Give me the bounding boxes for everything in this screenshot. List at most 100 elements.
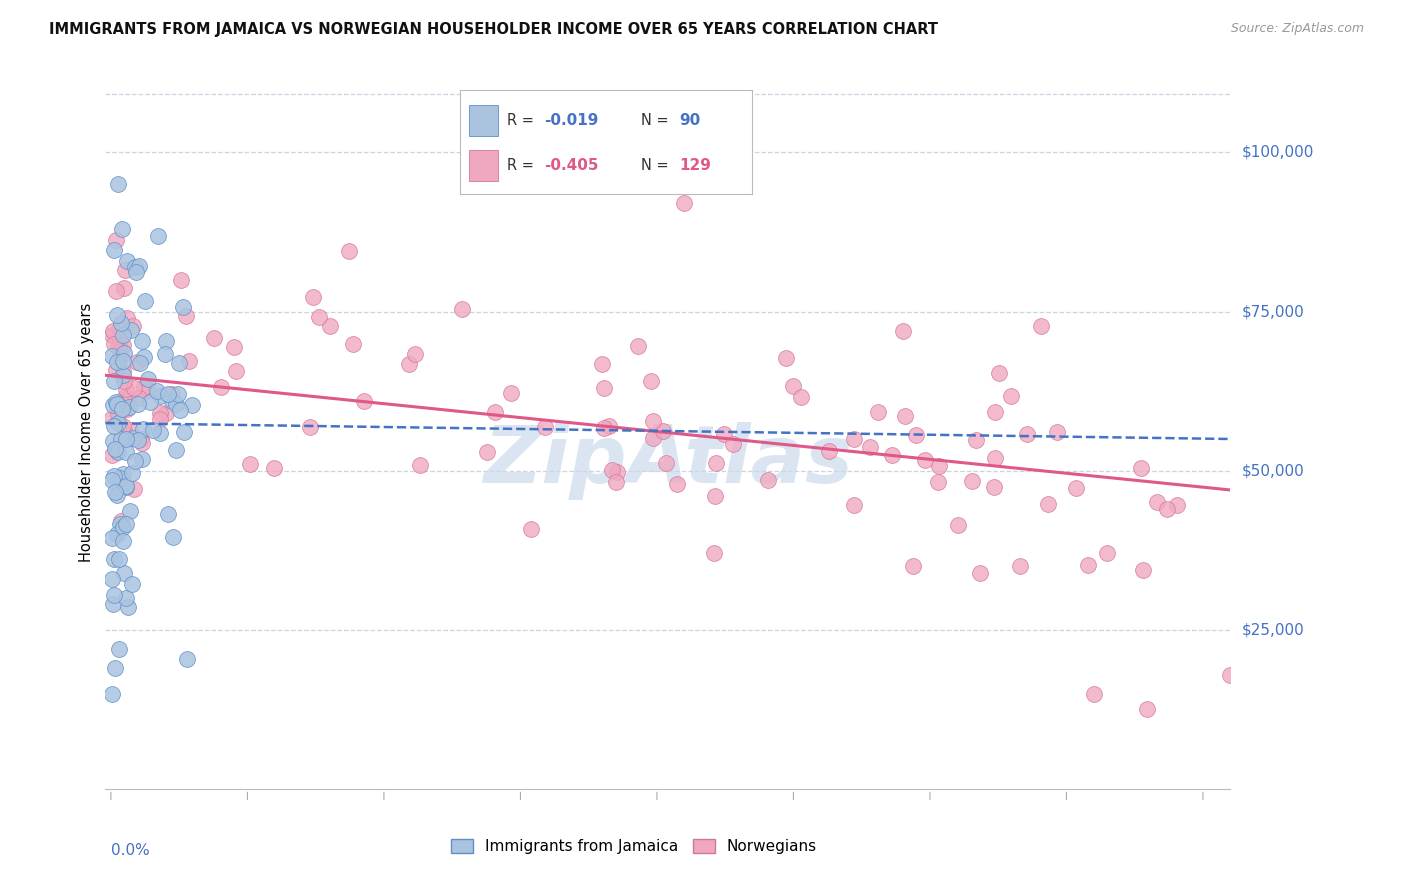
Point: [891, 324, 914, 338]
Point: [165, 397, 187, 411]
Point: [903, 559, 925, 574]
Point: [103, 374, 125, 388]
Point: [723, 437, 745, 451]
Point: [353, 393, 375, 408]
Point: [651, 425, 673, 439]
Point: [111, 221, 134, 235]
Point: [319, 318, 342, 333]
Point: [122, 381, 145, 395]
Point: [640, 374, 662, 388]
Point: [107, 407, 129, 421]
Point: [169, 273, 191, 287]
Point: [111, 354, 134, 368]
Point: [180, 398, 202, 412]
Point: [131, 334, 153, 348]
Point: [103, 588, 125, 602]
Point: [643, 413, 665, 427]
Point: [114, 425, 136, 440]
Point: [984, 450, 1007, 465]
Point: [103, 337, 125, 351]
Point: [114, 478, 136, 492]
Point: [139, 394, 162, 409]
Point: [703, 489, 725, 503]
Text: IMMIGRANTS FROM JAMAICA VS NORWEGIAN HOUSEHOLDER INCOME OVER 65 YEARS CORRELATIO: IMMIGRANTS FROM JAMAICA VS NORWEGIAN HOU…: [49, 22, 938, 37]
Point: [162, 530, 184, 544]
Text: $25,000: $25,000: [1241, 623, 1305, 638]
Point: [167, 387, 190, 401]
Point: [202, 331, 225, 345]
Point: [704, 457, 727, 471]
Point: [136, 384, 159, 398]
Point: [127, 354, 149, 368]
Point: [124, 453, 146, 467]
Point: [112, 281, 135, 295]
Point: [409, 458, 432, 472]
Point: [111, 364, 134, 378]
Point: [125, 265, 148, 279]
Point: [111, 520, 134, 534]
Point: [128, 260, 150, 274]
Point: [239, 457, 262, 471]
Point: [927, 475, 949, 490]
Point: [790, 390, 813, 404]
Point: [104, 363, 127, 377]
Point: [129, 432, 152, 446]
Point: [337, 244, 360, 258]
Point: [101, 411, 124, 425]
Point: [101, 687, 124, 701]
Point: [817, 444, 839, 458]
Point: [533, 420, 555, 434]
Point: [107, 551, 129, 566]
Point: [1045, 425, 1067, 439]
Point: [105, 284, 128, 298]
Point: [1129, 461, 1152, 475]
Point: [756, 473, 779, 487]
Point: [176, 652, 198, 666]
Point: [782, 379, 804, 393]
Point: [673, 196, 696, 211]
Point: [167, 355, 190, 369]
Point: [894, 409, 917, 423]
Point: [115, 480, 138, 494]
Point: [131, 452, 153, 467]
Point: [101, 448, 124, 462]
Point: [1166, 498, 1188, 512]
Point: [110, 350, 132, 364]
Point: [107, 339, 129, 353]
Point: [118, 423, 141, 437]
Point: [1077, 558, 1099, 573]
Point: [121, 576, 143, 591]
Point: [127, 397, 149, 411]
Point: [117, 600, 139, 615]
Point: [112, 534, 135, 549]
Point: [148, 229, 170, 244]
Point: [115, 444, 138, 458]
Point: [868, 405, 890, 419]
Point: [520, 522, 543, 536]
Point: [128, 391, 150, 405]
Point: [103, 469, 125, 483]
Point: [965, 433, 987, 447]
Point: [153, 346, 176, 360]
Point: [703, 546, 725, 560]
Point: [111, 401, 134, 416]
Point: [101, 398, 124, 412]
Point: [398, 357, 420, 371]
Point: [131, 435, 153, 450]
Point: [110, 514, 132, 528]
Point: [112, 374, 135, 388]
Point: [880, 448, 903, 462]
Point: [655, 456, 678, 470]
Point: [593, 421, 616, 435]
Point: [112, 368, 135, 382]
Point: [134, 380, 156, 394]
Point: [169, 402, 191, 417]
Point: [713, 426, 735, 441]
Point: [1136, 702, 1159, 716]
Point: [110, 344, 132, 359]
Point: [451, 302, 474, 317]
Point: [114, 433, 136, 447]
Point: [136, 371, 159, 385]
Point: [112, 327, 135, 342]
Point: [129, 356, 152, 370]
